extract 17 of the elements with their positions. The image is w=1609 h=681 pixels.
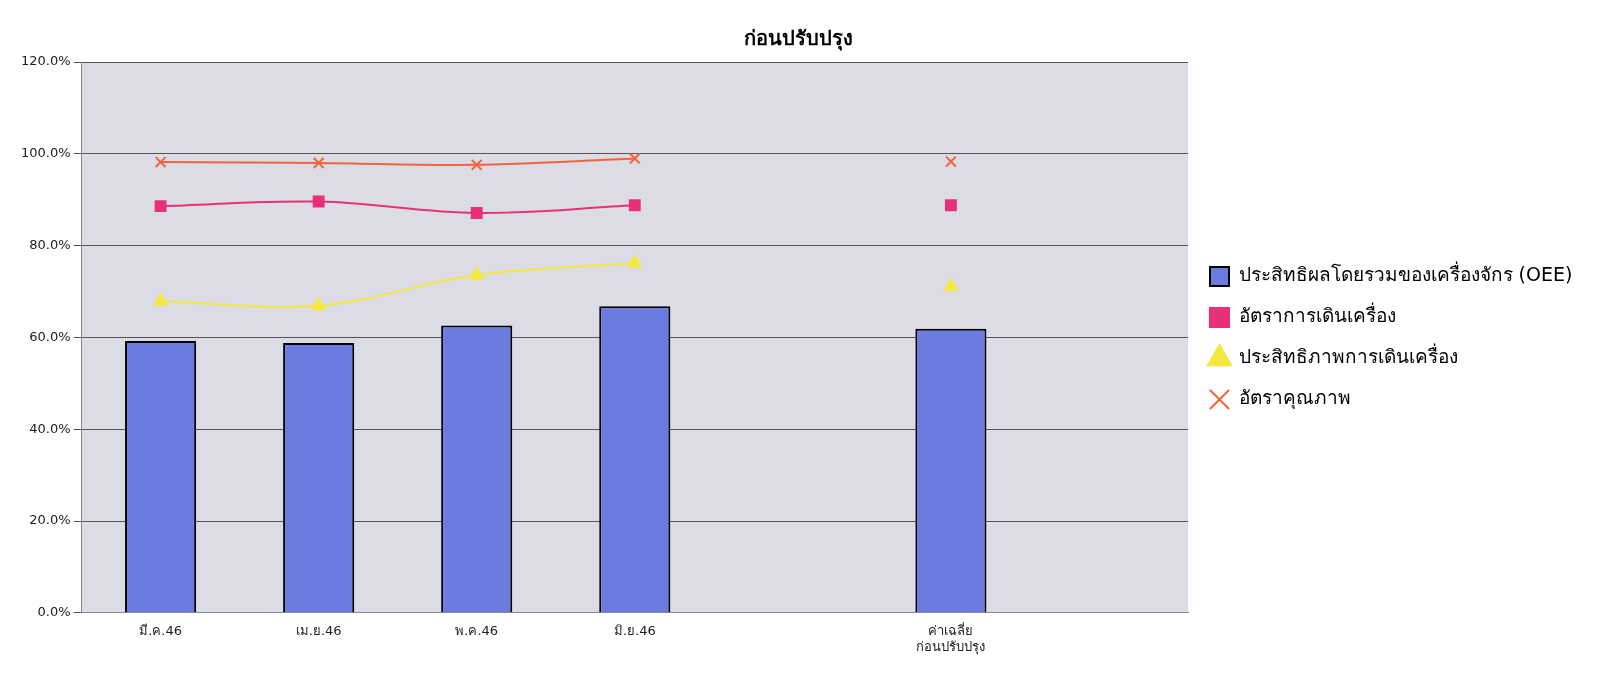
x-tick-label: พ.ค.46 bbox=[455, 622, 499, 638]
y-tick-label: 60.0% bbox=[29, 328, 71, 344]
y-tick-label: 40.0% bbox=[29, 420, 71, 436]
x-tick-label: เม.ย.46 bbox=[295, 622, 342, 638]
legend-label: ประสิทธิผลโดยรวมของเครื่องจักร (OEE) bbox=[1238, 261, 1573, 286]
y-tick-label: 100.0% bbox=[20, 145, 71, 161]
x-tick-label: มี.ค.46 bbox=[139, 622, 183, 638]
chart-title: ก่อนปรับปรุง bbox=[743, 26, 853, 52]
y-tick-label: 80.0% bbox=[29, 236, 71, 252]
legend-label: อัตราคุณภาพ bbox=[1238, 386, 1351, 411]
legend-label: อัตราการเดินเครื่อง bbox=[1238, 302, 1396, 327]
x-tick-label: มิ.ย.46 bbox=[613, 622, 656, 638]
x-tick-label: ค่าเฉลี่ย ก่อนปรับปรุง bbox=[916, 621, 986, 655]
y-tick-label: 0.0% bbox=[37, 604, 71, 620]
legend-label: ประสิทธิภาพการเดินเครื่อง bbox=[1238, 343, 1458, 368]
y-tick-label: 20.0% bbox=[29, 512, 71, 528]
y-tick-label: 120.0% bbox=[20, 53, 71, 69]
